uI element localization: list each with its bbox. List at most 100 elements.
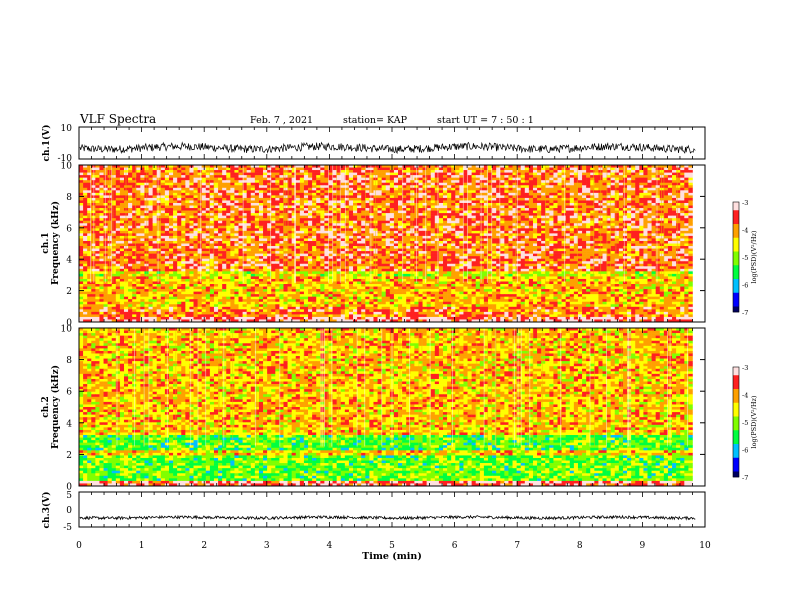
spectrogram-cell	[332, 170, 337, 173]
spectrogram-cell	[173, 246, 178, 249]
spectrogram-cell	[459, 208, 464, 211]
spectrogram-cell	[443, 246, 448, 249]
spectrogram-cell	[213, 210, 219, 214]
spectrogram-cell	[83, 246, 88, 249]
spectrogram-cell	[651, 172, 656, 176]
spectrogram-cell	[553, 192, 558, 196]
spectrogram-cell	[459, 197, 464, 201]
spectrogram-cell	[643, 205, 648, 209]
spectrogram-cell	[168, 177, 174, 181]
spectrogram-cell	[185, 175, 190, 178]
spectrogram-cell	[492, 233, 497, 237]
spectrogram-cell	[357, 220, 362, 224]
spectrogram-cell	[492, 180, 497, 184]
spectrogram-cell	[565, 175, 571, 178]
spectrogram-cell	[160, 192, 166, 196]
spectrogram-cell	[258, 175, 264, 178]
spectrogram-cell	[398, 238, 403, 242]
spectrogram-cell	[459, 165, 464, 168]
spectrogram-cell	[688, 185, 693, 189]
spectrogram-cell	[447, 165, 452, 168]
spectrogram-cell	[541, 220, 546, 224]
spectrogram-cell	[79, 225, 84, 229]
spectrogram-cell	[365, 235, 370, 239]
spectrogram-cell	[586, 213, 591, 216]
spectrogram-cell	[577, 238, 583, 242]
spectrogram-cell	[357, 205, 362, 209]
spectrogram-cell	[168, 182, 174, 186]
spectrogram-cell	[357, 180, 362, 184]
spectrogram-cell	[258, 228, 264, 232]
spectrogram-cell	[242, 205, 247, 209]
spectrogram-cell	[393, 202, 399, 206]
spectrogram-cell	[185, 182, 190, 186]
figure-title: VLF Spectra	[79, 112, 156, 126]
spectrogram-cell	[479, 197, 485, 201]
spectrogram-cell	[381, 246, 387, 249]
spectrogram-cell	[246, 192, 252, 196]
spectrogram-cell	[430, 208, 436, 211]
spectrogram-cell	[95, 213, 100, 216]
spectrogram-cell	[483, 225, 489, 229]
spectrogram-cell	[99, 243, 104, 247]
spectrogram-cell	[381, 180, 387, 184]
spectrogram-cell	[667, 177, 673, 181]
spectrogram-cell	[385, 246, 391, 249]
spectrogram-cell	[332, 238, 337, 242]
spectrogram-cell	[185, 200, 190, 204]
spectrogram-cell	[508, 177, 513, 181]
spectrogram-cell	[291, 220, 297, 224]
spectrogram-cell	[688, 220, 693, 224]
spectrogram-cell	[647, 208, 652, 211]
spectrogram-cell	[406, 215, 411, 219]
spectrogram-cell	[83, 225, 88, 229]
spectrogram-cell	[238, 230, 243, 234]
spectrogram-cell	[438, 167, 444, 171]
spectrogram-cell	[532, 185, 538, 189]
spectrogram-cell	[185, 210, 190, 214]
spectrogram-cell	[250, 246, 256, 249]
spectrogram-cell	[479, 243, 485, 247]
spectrogram-cell	[618, 243, 624, 247]
spectrogram-cell	[618, 213, 624, 216]
spectrogram-cell	[532, 238, 538, 242]
spectrogram-cell	[185, 240, 190, 244]
spectrogram-cell	[573, 225, 579, 229]
spectrogram-cell	[475, 185, 481, 189]
spectrogram-cell	[193, 215, 198, 219]
spectrogram-cell	[267, 220, 272, 224]
spectrogram-cell	[663, 233, 669, 237]
spectrogram-cell	[283, 167, 288, 171]
spectrogram-cell	[197, 218, 202, 222]
spectrogram-cell	[160, 220, 166, 224]
spectrogram-cell	[451, 197, 456, 201]
spectrogram-cell	[398, 243, 403, 247]
spectrogram-cell	[389, 223, 395, 227]
spectrogram-cell	[283, 238, 288, 242]
spectrogram-cell	[271, 187, 276, 191]
spectrogram-cell	[610, 177, 616, 181]
spectrogram-cell	[606, 172, 611, 176]
spectrogram-cell	[582, 205, 587, 209]
spectrogram-cell	[672, 243, 677, 247]
spectrogram-cell	[389, 172, 395, 176]
spectrogram-cell	[238, 238, 243, 242]
spectrogram-cell	[582, 213, 587, 216]
spectrogram-cell	[263, 235, 268, 239]
spectrogram-cell	[197, 177, 202, 181]
spectrogram-cell	[647, 177, 652, 181]
spectrogram-cell	[119, 248, 125, 252]
spectrogram-cell	[492, 208, 497, 211]
spectrogram-cell	[340, 172, 346, 176]
spectrogram-cell	[549, 172, 554, 176]
spectrogram-cell	[635, 238, 640, 242]
spectrogram-cell	[324, 165, 329, 168]
spectrogram-cell	[275, 225, 280, 229]
spectrogram-cell	[426, 170, 432, 173]
spectrogram-cell	[479, 200, 485, 204]
spectrogram-cell	[111, 192, 117, 196]
ch1-waveform-line	[79, 141, 696, 155]
spectrogram-cell	[295, 210, 301, 214]
spectrogram-cell	[173, 192, 178, 196]
spectrogram-cell	[537, 213, 542, 216]
